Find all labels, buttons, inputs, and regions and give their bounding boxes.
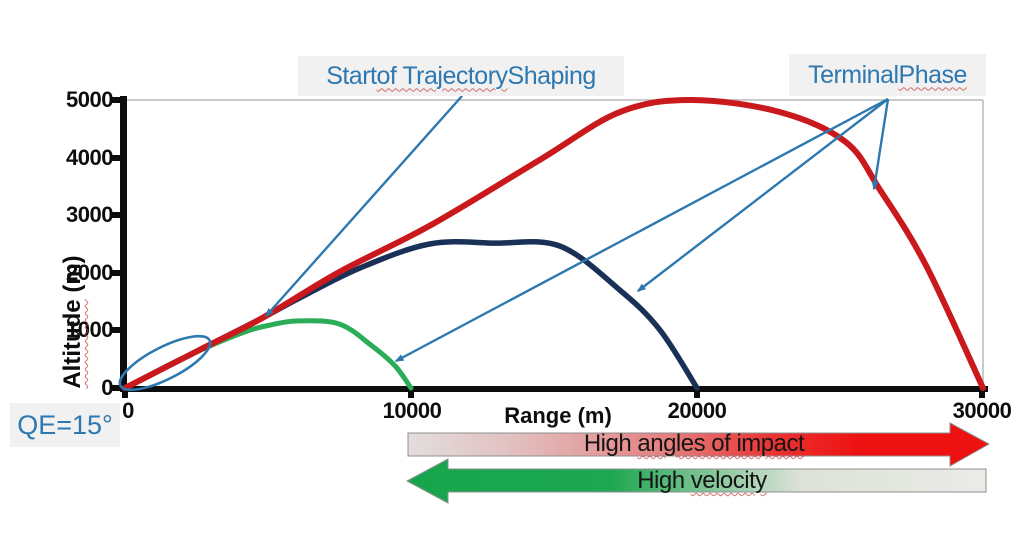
y-axis-line (120, 96, 127, 391)
high-velocity-label: High velocity (637, 467, 767, 494)
y-tick-3000: 3000 (66, 202, 113, 227)
x-tick-0: 0 (122, 398, 134, 423)
y-tick-2000: 2000 (66, 260, 113, 285)
qe-label: QE=15° (10, 403, 120, 447)
terminal-arrow-green-curve (394, 97, 889, 363)
high-impact-label: High angles of impact (583, 430, 805, 457)
x-tick-marks (122, 392, 985, 398)
y-tick-0: 0 (101, 375, 113, 400)
launch-zone-ellipse (118, 334, 212, 392)
y-axis-title: Altitude (m) (59, 255, 86, 389)
y-tick-4000: 4000 (66, 145, 113, 170)
x-tick-20000: 20000 (667, 398, 727, 423)
start-shaping-callout: Start of Trajectory Shaping (298, 56, 624, 96)
x-tick-10000: 10000 (382, 398, 442, 423)
y-tick-5000: 5000 (66, 87, 113, 112)
terminal-phase-callout: Terminal Phase (789, 54, 986, 96)
x-tick-30000: 30000 (952, 398, 1012, 423)
y-tick-1000: 1000 (66, 317, 113, 342)
x-axis-title: Range (m) (504, 403, 612, 428)
y-tick-marks (110, 97, 124, 391)
terminal-arrow-navy-curve (636, 98, 889, 292)
start-shaping-arrow (265, 95, 463, 318)
high-velocity-arrow-left (405, 458, 987, 504)
trajectory-short-green (122, 318, 414, 391)
terminal-arrow-red-curve (871, 98, 890, 191)
high-impact-arrow-right (407, 422, 991, 467)
trajectory-long-red (122, 96, 986, 391)
trajectory-medium-navy (122, 238, 700, 391)
x-axis-line (120, 386, 988, 392)
